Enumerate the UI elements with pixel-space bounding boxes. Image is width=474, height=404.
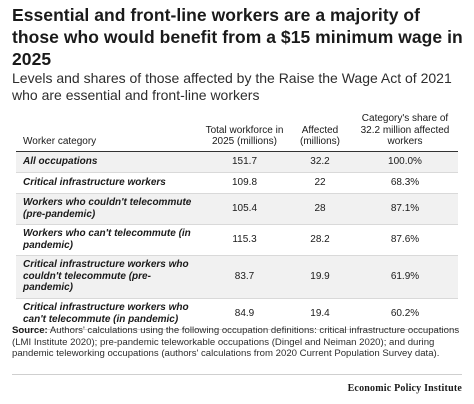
chart-subtitle: Levels and shares of those affected by t… <box>12 70 452 103</box>
affected-cell: 19.9 <box>288 255 352 299</box>
row-category-label: Critical infrastructure workers who can'… <box>16 298 201 330</box>
column-header-worker-category: Worker category <box>16 113 201 152</box>
footer-divider <box>12 374 462 375</box>
data-table: Worker category Total workforce in 2025 … <box>16 113 458 330</box>
row-category-label: Critical infrastructure workers who coul… <box>16 255 201 299</box>
total-workforce-cell: 109.8 <box>201 172 288 194</box>
affected-cell: 22 <box>288 172 352 194</box>
row-category-label: Critical infrastructure workers <box>16 172 201 194</box>
epi-logo: Economic Policy Institute <box>347 383 462 394</box>
row-category-label: All occupations <box>16 151 201 173</box>
total-workforce-cell: 83.7 <box>201 255 288 299</box>
share-cell: 100.0% <box>352 151 458 173</box>
total-workforce-cell: 105.4 <box>201 193 288 225</box>
affected-cell: 28.2 <box>288 224 352 256</box>
row-category-label: Workers who can't telecommute (in pandem… <box>16 224 201 256</box>
share-cell: 87.1% <box>352 193 458 225</box>
share-cell: 61.9% <box>352 255 458 299</box>
table-row: Critical infrastructure workers who coul… <box>16 255 458 299</box>
table-body: All occupations 151.7 32.2 100.0% Critic… <box>16 151 458 330</box>
source-note: Source: Authors' calculations using the … <box>12 325 462 360</box>
row-category-label: Workers who couldn't telecommute (pre-pa… <box>16 193 201 225</box>
table-row: Critical infrastructure workers who can'… <box>16 298 458 330</box>
table-row: Workers who can't telecommute (in pandem… <box>16 224 458 256</box>
column-header-affected: Affected (millions) <box>288 113 352 152</box>
share-cell: 60.2% <box>352 298 458 330</box>
total-workforce-cell: 115.3 <box>201 224 288 256</box>
share-cell: 68.3% <box>352 172 458 194</box>
header-row: Worker category Total workforce in 2025 … <box>16 113 458 152</box>
column-header-total-workforce: Total workforce in 2025 (millions) <box>201 113 288 152</box>
source-label: Source: <box>12 325 48 336</box>
affected-cell: 28 <box>288 193 352 225</box>
affected-cell: 32.2 <box>288 151 352 173</box>
table-header: Worker category Total workforce in 2025 … <box>16 113 458 152</box>
total-workforce-cell: 84.9 <box>201 298 288 330</box>
table-row: Workers who couldn't telecommute (pre-pa… <box>16 193 458 225</box>
chart-title: Essential and front-line workers are a m… <box>12 5 463 69</box>
table-row: All occupations 151.7 32.2 100.0% <box>16 151 458 173</box>
column-header-share: Category's share of 32.2 million affecte… <box>352 113 458 152</box>
source-text: Authors' calculations using the followin… <box>12 325 460 359</box>
share-cell: 87.6% <box>352 224 458 256</box>
table-row: Critical infrastructure workers 109.8 22… <box>16 172 458 194</box>
total-workforce-cell: 151.7 <box>201 151 288 173</box>
affected-cell: 19.4 <box>288 298 352 330</box>
